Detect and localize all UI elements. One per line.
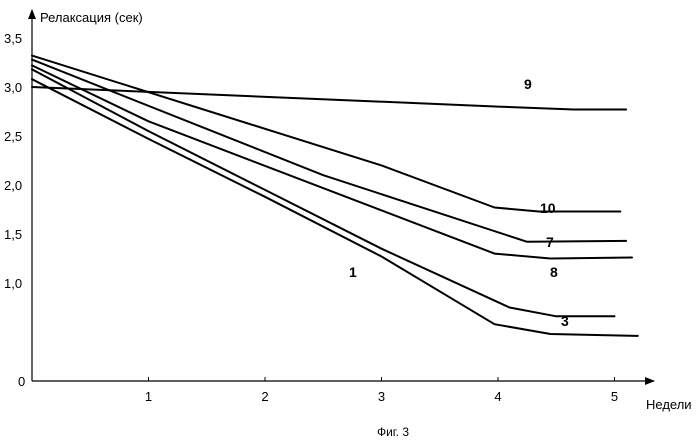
series-label-3: 3	[561, 313, 569, 329]
y-tick-label: 2,5	[4, 129, 22, 144]
x-tick-label: 2	[261, 389, 268, 404]
series-lines	[32, 56, 638, 336]
y-tick-label: 1,5	[4, 227, 22, 242]
series-label-1: 1	[349, 264, 357, 280]
series-label-7: 7	[546, 234, 554, 250]
series-line-7	[32, 60, 626, 242]
series-labels: 9 10 7 8 1 3	[349, 76, 569, 329]
series-label-10: 10	[540, 200, 556, 216]
y-axis-title: Релаксация (сек)	[40, 10, 143, 25]
y-tick-label: 0	[18, 374, 25, 389]
y-tick-label: 3,0	[4, 80, 22, 95]
series-line-10	[32, 56, 620, 212]
series-line-9	[32, 87, 626, 110]
y-tick-label: 1,0	[4, 276, 22, 291]
series-label-9: 9	[524, 76, 532, 92]
figure-caption: Фиг. 3	[377, 425, 409, 439]
x-tick-label: 5	[611, 389, 618, 404]
x-tick-label: 3	[378, 389, 385, 404]
y-tick-label: 2,0	[4, 178, 22, 193]
x-axis-title: Недели	[646, 397, 692, 412]
x-tick-label: 4	[494, 389, 501, 404]
x-tick-label: 1	[145, 389, 152, 404]
y-tick-label: 3,5	[4, 31, 22, 46]
series-label-8: 8	[550, 264, 558, 280]
